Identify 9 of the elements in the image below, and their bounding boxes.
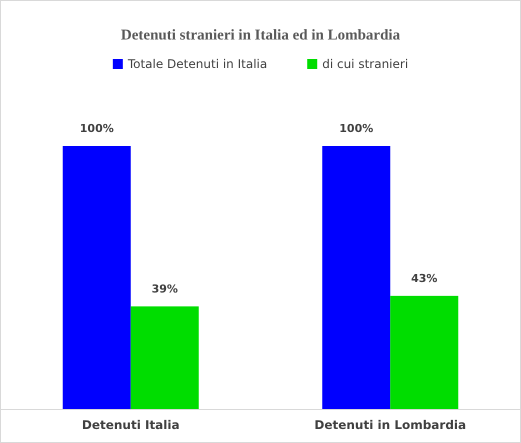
chart-title: Detenuti stranieri in Italia ed in Lombardia (120, 28, 401, 44)
data-label: 43% (411, 272, 438, 285)
data-label: 39% (152, 282, 178, 296)
data-label: 100% (339, 122, 374, 135)
legend-label: di cui stranieri (322, 57, 408, 71)
x-tick-label: Detenuti in Lombardia (314, 418, 466, 432)
x-tick-label: Detenuti Italia (82, 418, 180, 432)
legend-label: Totale Detenuti in Italia (126, 57, 268, 71)
data-label: 100% (80, 122, 114, 135)
